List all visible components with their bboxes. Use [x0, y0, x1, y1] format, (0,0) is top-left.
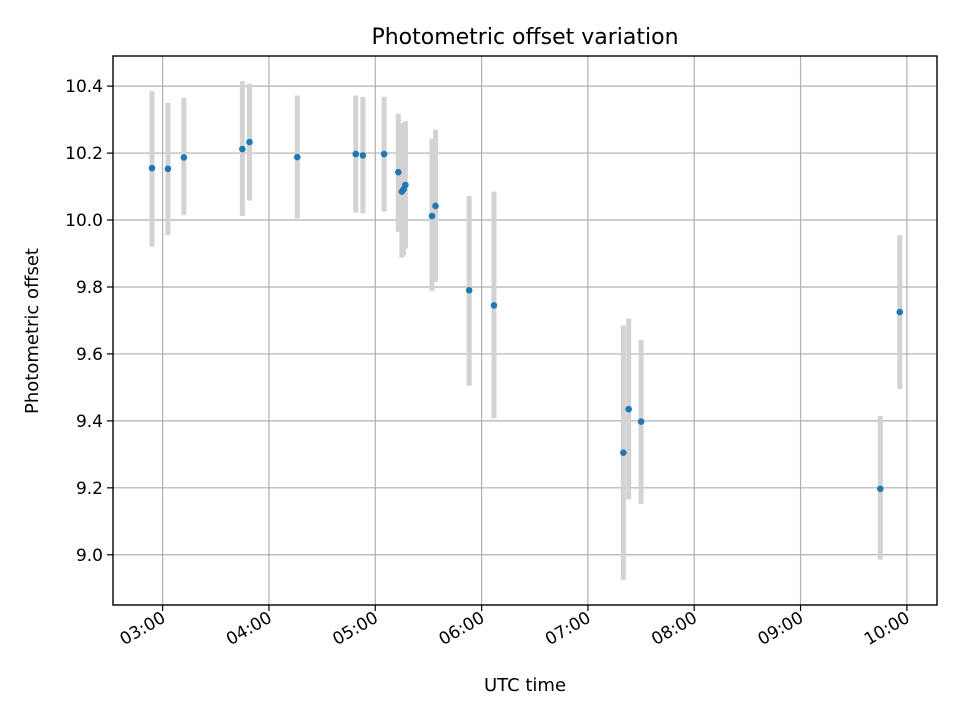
y-tick-label: 9.0 [76, 546, 103, 566]
x-tick-label: 09:00 [755, 608, 807, 650]
x-axis-label: UTC time [484, 675, 566, 696]
data-point [490, 302, 498, 309]
data-point [394, 168, 402, 176]
grid [113, 56, 937, 605]
y-tick-label: 10.2 [65, 144, 103, 164]
data-point [380, 150, 388, 158]
data-point [428, 212, 436, 220]
y-tick-label: 10.4 [65, 77, 103, 97]
data-point [625, 405, 632, 413]
data-point [637, 418, 645, 425]
y-tick-label: 9.8 [76, 278, 103, 298]
data-point [620, 449, 627, 456]
x-tick-label: 10:00 [861, 608, 913, 650]
error-bars [149, 81, 903, 580]
plot-frame [112, 55, 938, 606]
x-tick-label: 08:00 [648, 608, 700, 650]
x-tick-label: 05:00 [329, 608, 381, 650]
data-point [352, 150, 360, 158]
y-tick-label: 9.2 [76, 479, 103, 499]
data-point [402, 181, 409, 189]
data-point [164, 165, 172, 173]
data-point [876, 485, 884, 493]
data-point [246, 138, 253, 146]
y-tick-label: 9.6 [76, 345, 103, 365]
data-point [896, 308, 904, 316]
data-point [359, 152, 367, 159]
data-point [239, 145, 246, 153]
x-axis-ticks: 03:00 04:00 05:00 06:00 07:00 08:00 09:00 10:00 [117, 605, 913, 650]
data-point [148, 164, 156, 172]
y-tick-label: 9.4 [76, 412, 103, 432]
y-axis-ticks: 9.0 9.2 9.4 9.6 9.8 10.0 10.2 10.4 [65, 77, 113, 566]
x-tick-label: 03:00 [117, 608, 169, 650]
data-point [180, 154, 188, 161]
data-point [293, 153, 301, 161]
y-tick-label: 10.0 [65, 211, 103, 231]
chart-title: Photometric offset variation [371, 25, 678, 50]
data-points [148, 138, 904, 493]
y-axis-label: Photometric offset [22, 248, 43, 414]
x-tick-label: 06:00 [436, 608, 488, 650]
x-tick-label: 07:00 [542, 608, 594, 650]
data-point [432, 202, 439, 210]
data-point [465, 287, 473, 294]
x-tick-label: 04:00 [223, 608, 275, 650]
